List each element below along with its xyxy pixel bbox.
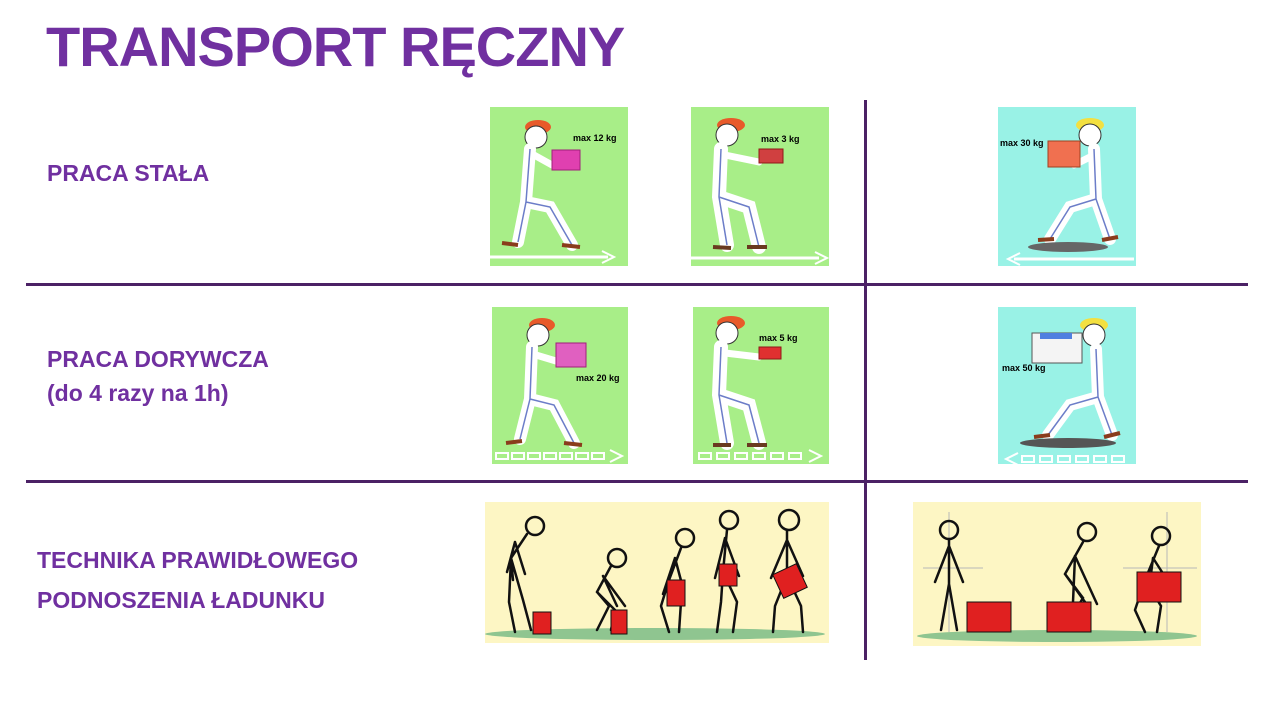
carry-illustration-stala-1: max 12 kg	[490, 107, 628, 266]
weight-limit-label: max 5 kg	[759, 333, 798, 343]
row-divider	[26, 283, 1248, 286]
worker-carrying-figure	[691, 118, 829, 265]
weight-limit-label: max 50 kg	[1002, 363, 1046, 373]
lifting-stick-figures	[917, 512, 1197, 642]
carry-illustration-dorywcza-1: max 20 kg	[492, 307, 628, 464]
carry-illustration-dorywcza-3: max 50 kg	[998, 307, 1136, 464]
worker-carrying-figure	[1005, 118, 1134, 266]
lifting-sequence-illustration	[485, 502, 829, 643]
row-label-line: PRACA DORYWCZA	[47, 346, 269, 372]
weight-limit-label: max 30 kg	[1000, 138, 1044, 148]
weight-limit-label: max 20 kg	[576, 373, 620, 383]
row-label-line: (do 4 razy na 1h)	[47, 380, 229, 406]
lifting-stick-figures	[485, 508, 825, 640]
worker-carrying-figure	[495, 318, 625, 463]
weight-limit-label: max 3 kg	[761, 134, 800, 144]
lifting-posture-illustration	[913, 502, 1201, 646]
page-title: TRANSPORT RĘCZNY	[46, 15, 625, 78]
carry-illustration-stala-2: max 3 kg	[691, 107, 829, 266]
row-divider	[26, 480, 1248, 483]
row-label-praca-dorywcza: PRACA DORYWCZA (do 4 razy na 1h)	[47, 342, 269, 410]
worker-carrying-figure	[490, 120, 617, 264]
worker-carrying-figure	[698, 316, 824, 463]
row-label-line: PRACA STAŁA	[47, 160, 210, 186]
column-divider	[864, 100, 867, 660]
carry-illustration-dorywcza-2: max 5 kg	[693, 307, 829, 464]
worker-carrying-figure	[1003, 318, 1125, 464]
weight-limit-label: max 12 kg	[573, 133, 617, 143]
row-label-line: TECHNIKA PRAWIDŁOWEGO	[37, 547, 359, 573]
row-label-line: PODNOSZENIA ŁADUNKU	[37, 587, 325, 613]
row-label-technika: TECHNIKA PRAWIDŁOWEGO PODNOSZENIA ŁADUNK…	[37, 540, 358, 620]
row-label-praca-stala: PRACA STAŁA	[47, 156, 209, 190]
carry-illustration-stala-3: max 30 kg	[998, 107, 1136, 266]
